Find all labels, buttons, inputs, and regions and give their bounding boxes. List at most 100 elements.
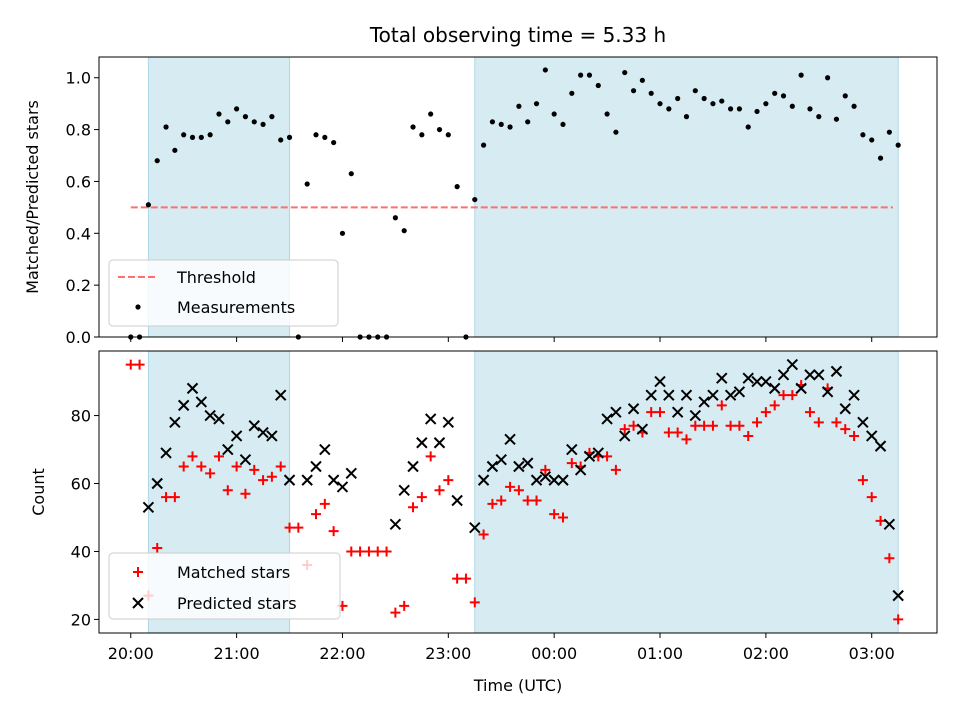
predicted-star-point [248,420,260,432]
matched-star-point [152,543,163,554]
measurement-point [480,142,487,148]
measurement-point [586,72,593,78]
observing-interval-band [474,56,899,338]
matched-star-point [346,546,357,557]
x-tick-label: 20:00 [108,644,154,663]
x-tick-label: 02:00 [743,644,789,663]
predicted-star-point [169,416,181,429]
measurement-point [851,103,857,109]
predicted-star-point [804,369,816,381]
matched-star-point [513,485,524,496]
matched-star-point [187,451,198,462]
predicted-star-point [204,409,216,422]
predicted-star-point [319,443,331,456]
matched-star-point [169,492,180,503]
observing-bands [147,56,899,338]
measurement-point [278,137,284,143]
predicted-star-point [654,375,666,388]
matched-star-point [496,495,507,506]
predicted-star-point [389,518,402,530]
measurement-point [736,106,743,112]
matched-star-point [381,546,392,557]
matched-star-point [258,475,269,486]
matched-star-point [284,522,295,533]
measurement-point [763,101,769,107]
matched-star-point [231,461,242,472]
predicted-star-point [821,386,834,398]
predicted-star-point [601,413,613,425]
matched-star-point [760,407,771,418]
matched-star-point [178,461,189,472]
measurement-point [639,77,645,83]
measurement-point [710,101,716,107]
matched-star-point [681,434,692,445]
measurement-point [772,90,778,96]
predicted-star-point [222,443,234,456]
matched-star-point [460,573,471,584]
measurement-point [842,93,848,99]
predicted-star-point [742,372,754,384]
measurement-point [816,114,822,120]
measurement-point [163,124,169,130]
predicted-star-point [275,389,287,401]
x-tick-label: 21:00 [214,644,260,663]
predicted-star-point [698,396,710,408]
matched-star-point [222,485,233,496]
matched-star-point [531,495,542,506]
predicted-star-point [310,460,322,473]
predicted-star-point [768,382,781,395]
measurement-point [454,184,460,190]
matched-star-point [743,430,754,441]
measurement-point [410,124,416,130]
x-axis-ticks [130,337,873,342]
matched-star-point [557,512,568,523]
measurement-point [225,119,231,125]
time-x-axis-ticks: 20:00 21:00 22:00 23:00 00:00 01:00 02:00 03:00 [108,633,895,663]
matched-star-point [355,546,366,557]
predicted-star-point [874,440,887,452]
matched-star-point [655,407,666,418]
measurement-point [507,124,513,130]
x-tick-label: 01:00 [637,644,683,663]
matched-star-point [602,451,613,462]
matched-star-point [884,553,895,564]
measurement-point [551,111,557,117]
measurement-point [419,132,425,138]
matched-star-point [672,427,683,438]
measurement-point [833,116,840,122]
matched-star-point [663,427,674,438]
predicted-star-point [495,454,507,466]
predicted-star-point [407,460,419,473]
predicted-star-point [398,484,410,497]
predicted-star-point [663,389,675,401]
measurement-point [339,230,346,236]
predicted-star-point [610,406,622,418]
matched-star-point [566,458,577,469]
ratio-panel-frame [98,56,938,338]
y-tick-label: 80 [71,407,91,426]
measurement-point [322,134,328,140]
predicted-star-point [795,382,807,395]
measurement-point [489,119,496,125]
measurement-point [304,181,310,187]
matched-star-point [408,502,419,513]
matched-star-point [469,597,480,608]
measurement-point [613,129,619,135]
predicted-star-point [671,406,684,418]
predicted-star-point [892,589,904,602]
predicted-legend-label: Predicted stars [177,594,297,613]
measurement-point [392,215,398,221]
y-tick-label: 60 [71,475,91,494]
matched-star-point [619,424,630,435]
matched-star-point [893,614,904,625]
matched-star-point [372,546,383,557]
measurement-point [154,158,160,164]
predicted-star-point [583,450,596,463]
measurement-point [348,171,354,177]
measurement-point [666,106,672,112]
predicted-star-point [416,437,428,449]
measurement-point [754,108,760,115]
matched-star-point [813,417,824,428]
predicted-star-point [557,474,569,486]
measurement-point [692,88,698,94]
